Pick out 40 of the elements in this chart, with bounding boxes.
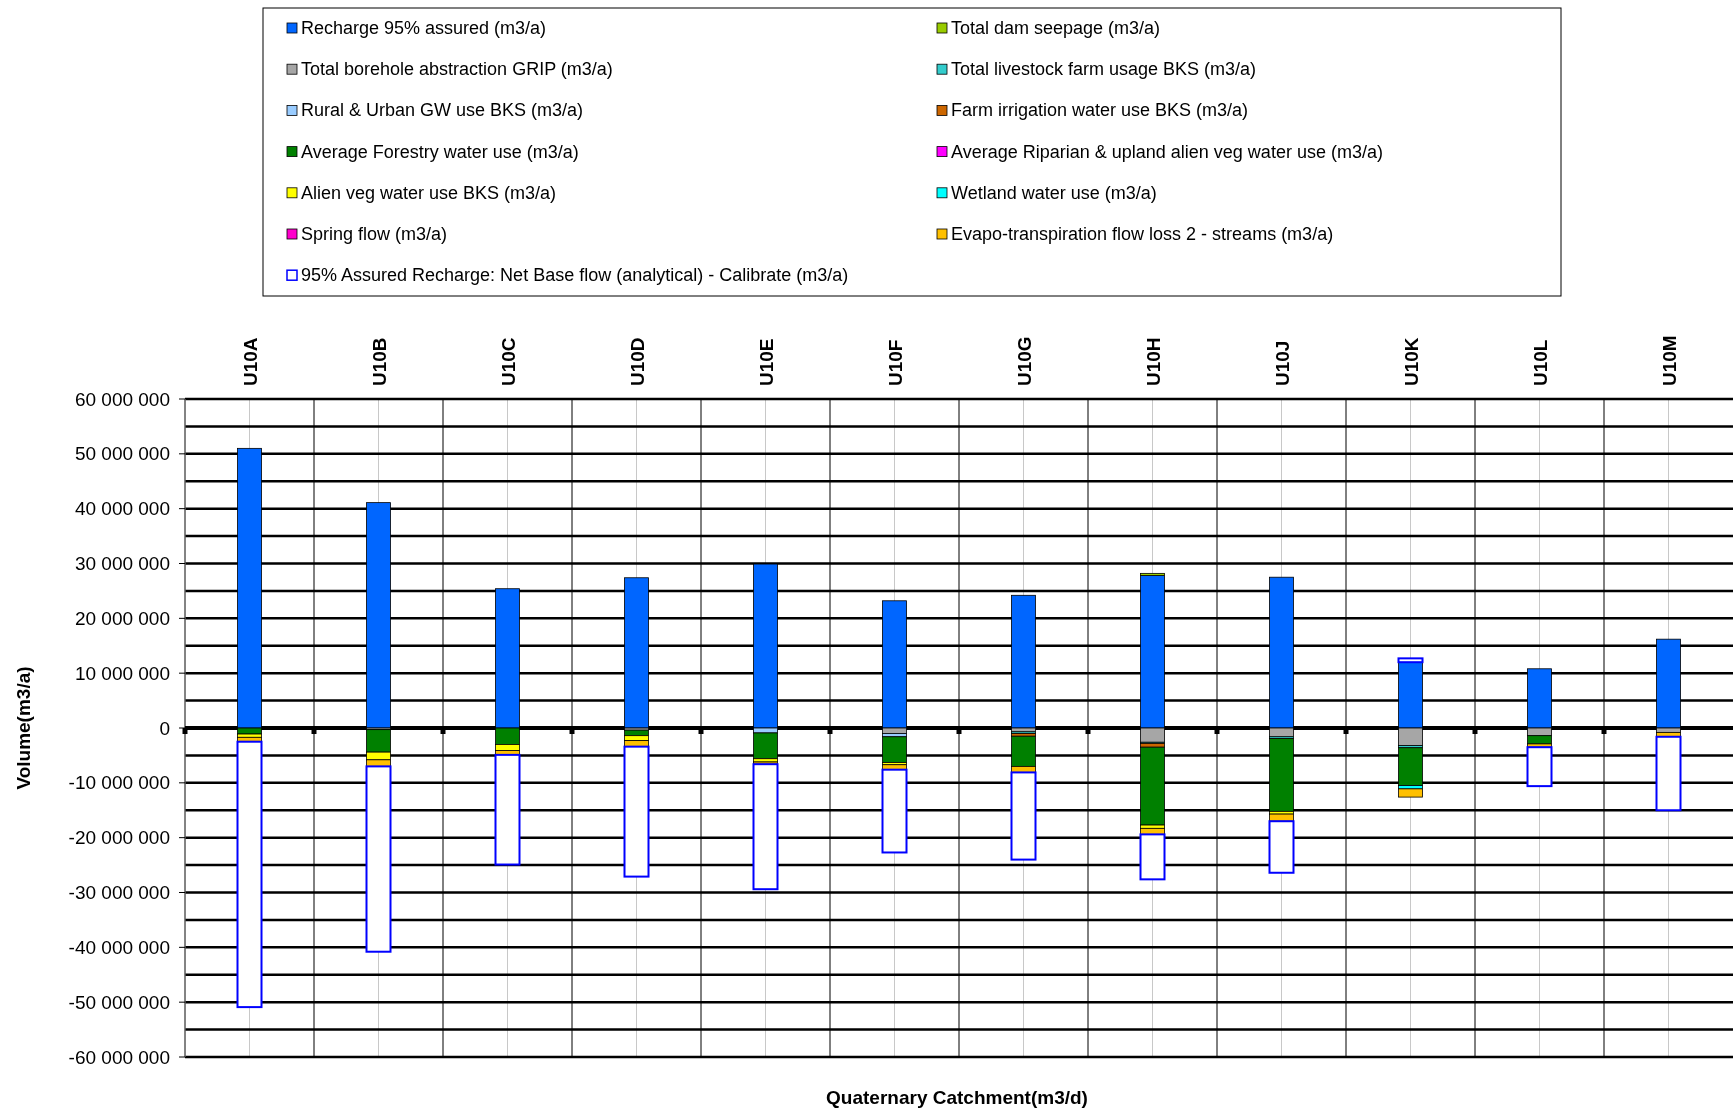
y-tick-label: 40 000 000 xyxy=(74,498,170,520)
legend-label: Spring flow (m3/a) xyxy=(301,224,448,244)
x-tick-label: U10K xyxy=(1400,337,1422,386)
x-tick-label: U10H xyxy=(1142,337,1164,386)
y-axis-title: Volume(m3/a) xyxy=(13,666,34,790)
x-tick-label: U10D xyxy=(626,337,648,386)
legend-label: Alien veg water use BKS (m3/a) xyxy=(301,182,557,203)
x-axis-title: Quaternary Catchment(m3/d) xyxy=(826,1087,1088,1108)
legend-label: Farm irrigation water use BKS (m3/a) xyxy=(951,100,1249,121)
y-tick-label: 30 000 000 xyxy=(74,553,170,575)
y-tick-label: 0 xyxy=(159,717,170,739)
x-tick-label: U10G xyxy=(1013,336,1035,386)
legend-label: Rural & Urban GW use BKS (m3/a) xyxy=(301,100,584,121)
y-tick-label: -50 000 000 xyxy=(68,991,170,1013)
legend-label: Wetland water use (m3/a) xyxy=(951,182,1157,203)
legend-label: Average Riparian & upland alien veg water use (m3/a) xyxy=(951,141,1383,162)
y-tick-label: -10 000 000 xyxy=(68,772,170,794)
x-tick-label: U10B xyxy=(368,337,390,386)
legend-label: Total borehole abstraction GRIP (m3/a) xyxy=(301,59,613,80)
legend-label: 95% Assured Recharge: Net Base flow (analytical) - Calibrate (m3/a) xyxy=(301,265,849,286)
x-tick-label: U10F xyxy=(884,339,906,386)
x-tick-label: U10A xyxy=(239,337,261,386)
y-tick-label: -40 000 000 xyxy=(68,936,170,958)
x-tick-label: U10J xyxy=(1271,340,1293,386)
y-tick-label: 10 000 000 xyxy=(74,662,170,684)
x-tick-label: U10M xyxy=(1658,335,1680,386)
y-tick-label: 50 000 000 xyxy=(74,443,170,465)
y-tick-label: 60 000 000 xyxy=(74,388,170,410)
legend-label: Recharge 95% assured (m3/a) xyxy=(301,18,547,38)
y-tick-label: 20 000 000 xyxy=(74,607,170,629)
legend-label: Average Forestry water use (m3/a) xyxy=(301,141,579,162)
y-tick-label: -30 000 000 xyxy=(68,882,170,904)
x-tick-label: U10L xyxy=(1529,339,1551,386)
y-tick-label: -20 000 000 xyxy=(68,827,170,849)
x-tick-label: U10C xyxy=(497,337,519,386)
x-tick-label: U10E xyxy=(755,338,777,386)
legend-label: Total livestock farm usage BKS (m3/a) xyxy=(951,59,1257,80)
legend-label: Total dam seepage (m3/a) xyxy=(951,18,1161,38)
legend-label: Evapo-transpiration flow loss 2 - streams (m3/a) xyxy=(951,224,1334,244)
y-tick-label: -60 000 000 xyxy=(68,1046,170,1068)
